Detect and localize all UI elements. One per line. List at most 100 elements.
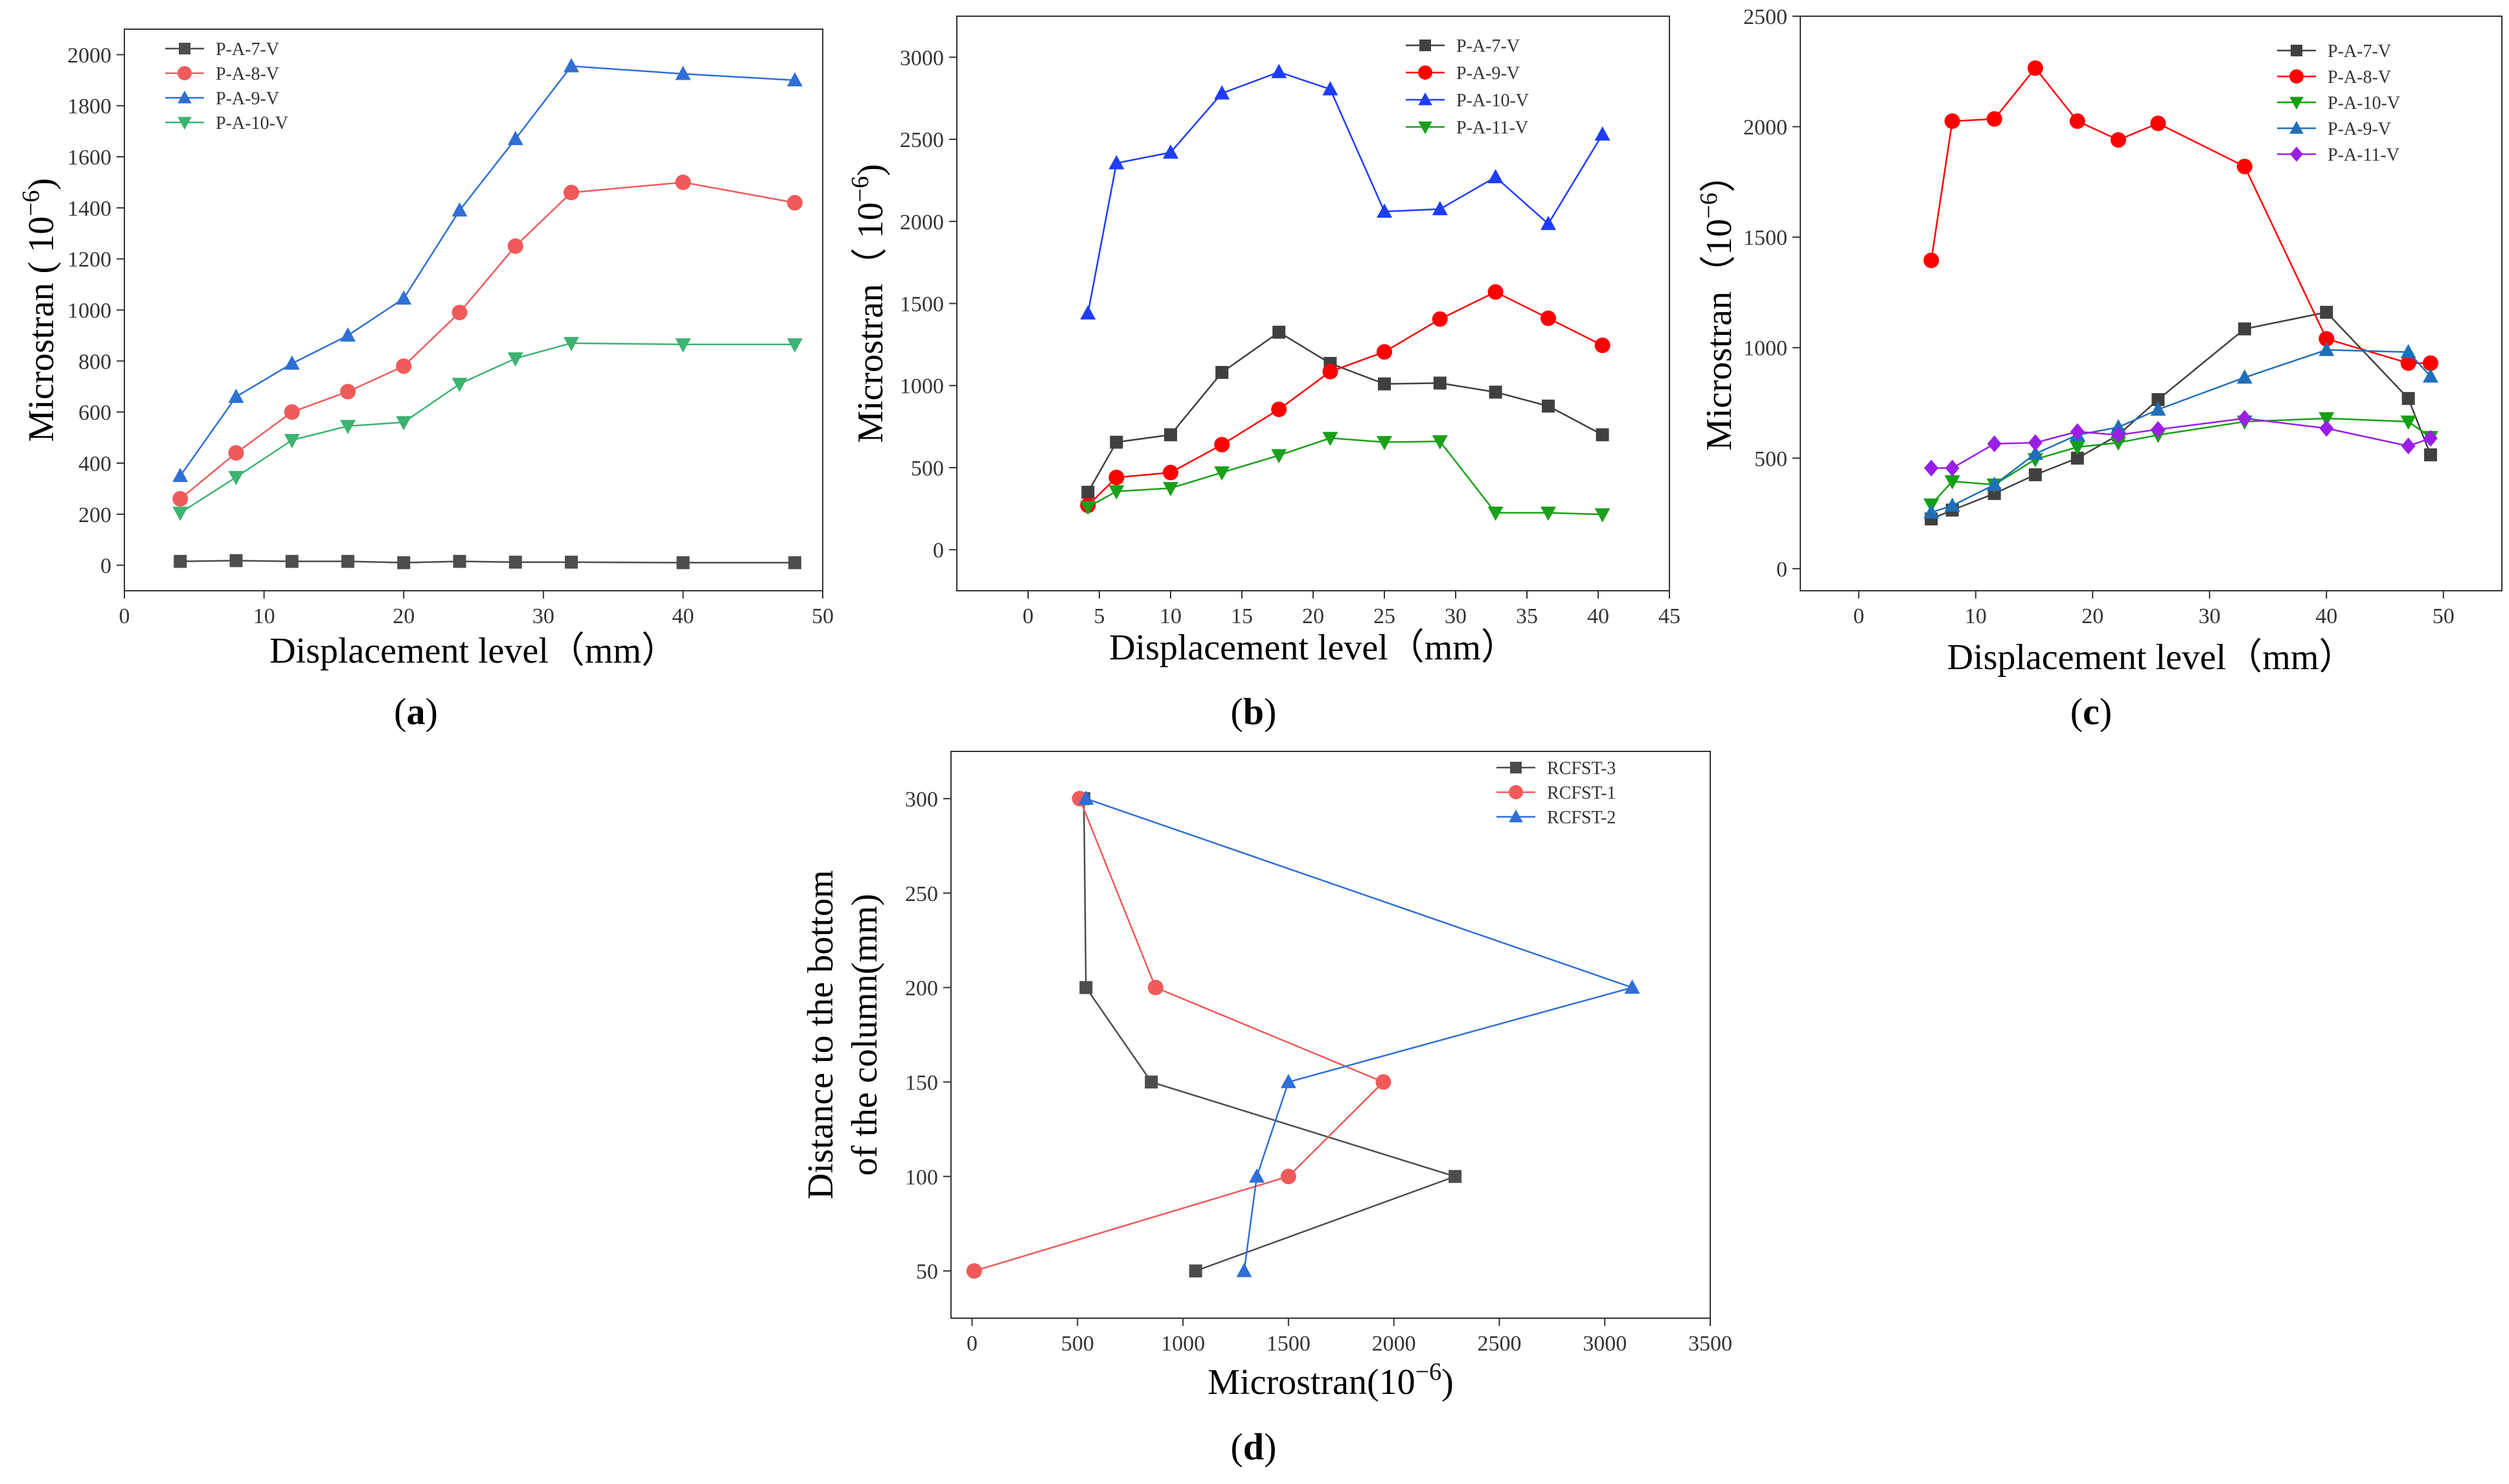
legend-marker: [2289, 97, 2304, 110]
y-tick-label: 1800: [67, 95, 111, 119]
data-point-P-A-7-V: [1596, 428, 1609, 442]
x-axis-label-text: Microstran: [1208, 1362, 1367, 1402]
data-point-P-A-11-V: [2423, 429, 2438, 447]
legend-label: P-A-7-V: [216, 40, 279, 60]
legend-marker: [1509, 785, 1523, 799]
x-tick-label: 20: [2081, 604, 2103, 628]
data-point-P-A-10-V: [2400, 415, 2416, 430]
data-point-P-A-7-V: [1081, 485, 1095, 499]
x-tick-label: 30: [2199, 604, 2221, 628]
y-tick-label: 1600: [67, 146, 111, 170]
legend-marker: [179, 43, 190, 54]
x-tick-label: 2500: [1477, 1332, 1521, 1356]
x-tick-label: 10: [253, 604, 275, 628]
data-point-P-A-10-V: [1944, 475, 1960, 490]
data-point-P-A-11-V: [2028, 434, 2043, 451]
data-point-P-A-7-V: [174, 554, 187, 568]
x-tick-label: 40: [1587, 604, 1609, 628]
y-tick-label: 200: [78, 503, 111, 527]
data-point-P-A-7-V: [564, 555, 578, 569]
y-axis-label-exponent: −6: [17, 190, 45, 216]
x-axis-label-close: ): [1441, 1362, 1454, 1402]
x-tick-label: 500: [1061, 1332, 1094, 1356]
x-tick-label: 45: [1658, 604, 1680, 628]
data-point-P-A-9-V: [1594, 337, 1610, 354]
data-point-P-A-11-V: [2111, 426, 2125, 444]
data-point-P-A-11-V: [1487, 507, 1504, 521]
data-point-RCFST-2: [1624, 979, 1640, 994]
y-axis-label-exponent: −6: [847, 176, 874, 202]
data-point-P-A-9-V: [1944, 497, 1960, 512]
data-point-P-A-7-V: [788, 556, 801, 569]
plot-frame: [950, 751, 1711, 1319]
data-point-P-A-7-V: [1433, 376, 1447, 390]
data-point-P-A-11-V: [1924, 459, 1939, 477]
y-tick-label: 50: [916, 1260, 938, 1284]
data-point-P-A-7-V: [2320, 306, 2333, 319]
data-point-RCFST-2: [1236, 1262, 1252, 1277]
data-point-P-A-8-V: [396, 358, 412, 374]
panel-label: (a): [394, 691, 438, 733]
data-point-P-A-11-V: [2151, 420, 2166, 438]
data-point-RCFST-3: [1189, 1264, 1202, 1278]
y-axis-label-line1: Distance to the bottom: [801, 870, 841, 1200]
data-point-P-A-9-V: [2150, 401, 2166, 416]
data-point-P-A-7-V: [1378, 377, 1391, 391]
data-point-P-A-9-V: [172, 468, 189, 483]
data-point-RCFST-2: [1280, 1073, 1296, 1088]
data-point-P-A-7-V: [2028, 468, 2042, 481]
y-axis-label: Microstran（10−6）: [1695, 156, 1739, 450]
chart-panel-b: 0 5 10 15 20 25 30 35 40 45 0 500 1000 1500 2000 2500 30…: [847, 16, 1680, 733]
data-point-RCFST-2: [1249, 1168, 1265, 1183]
legend-marker: [1419, 40, 1431, 51]
data-point-P-A-7-V: [285, 554, 299, 568]
data-point-P-A-11-V: [1271, 449, 1287, 464]
data-point-P-A-9-V: [1487, 284, 1504, 300]
x-tick-label: 50: [812, 604, 834, 628]
data-point-RCFST-3: [1079, 981, 1093, 994]
data-point-P-A-8-V: [172, 491, 189, 507]
data-point-P-A-7-V: [1215, 365, 1229, 379]
y-tick-label: 200: [905, 977, 938, 1001]
legend-label: P-A-11-V: [2328, 145, 2400, 165]
data-point-P-A-10-V: [1487, 168, 1504, 183]
data-point-P-A-8-V: [507, 238, 523, 254]
data-point-P-A-9-V: [284, 355, 300, 370]
data-point-P-A-9-V: [2110, 419, 2126, 434]
data-point-P-A-10-V: [786, 338, 803, 353]
legend-label: P-A-10-V: [1456, 91, 1529, 111]
x-tick-label: 0: [967, 1332, 978, 1356]
data-point-P-A-9-V: [1214, 437, 1230, 453]
legend-marker: [1510, 762, 1522, 773]
data-point-P-A-10-V: [1322, 81, 1338, 96]
data-point-P-A-9-V: [1163, 464, 1178, 481]
data-point-P-A-9-V: [786, 72, 803, 87]
data-point-P-A-8-V: [452, 304, 468, 321]
data-point-P-A-9-V: [228, 388, 244, 403]
data-point-P-A-10-V: [396, 416, 412, 431]
data-point-P-A-10-V: [1214, 85, 1230, 100]
x-tick-label: 0: [1023, 604, 1034, 628]
y-tick-label: 800: [78, 350, 111, 374]
legend-label: P-A-9-V: [216, 89, 279, 109]
y-tick-label: 1000: [900, 374, 944, 398]
data-point-P-A-10-V: [452, 378, 468, 393]
data-point-P-A-7-V: [676, 556, 690, 569]
y-tick-label: 1400: [67, 197, 111, 221]
y-tick-label: 3000: [900, 46, 944, 70]
data-point-P-A-8-V: [675, 174, 691, 190]
data-point-P-A-11-V: [1080, 501, 1096, 516]
data-point-P-A-9-V: [1923, 504, 1940, 519]
legend-label: P-A-10-V: [2328, 93, 2400, 113]
y-tick-label: 250: [905, 882, 938, 906]
data-point-P-A-10-V: [1432, 201, 1448, 216]
data-point-P-A-11-V: [1432, 435, 1448, 450]
x-tick-label: 30: [533, 604, 555, 628]
data-point-RCFST-1: [966, 1263, 982, 1279]
panel-label-close: ): [1264, 1426, 1276, 1468]
x-tick-label: 20: [1302, 604, 1324, 628]
data-point-P-A-9-V: [1271, 401, 1287, 417]
data-point-P-A-10-V: [2319, 412, 2335, 427]
data-point-P-A-7-V: [1489, 385, 1502, 399]
panel-label-letter: b: [1243, 691, 1264, 733]
